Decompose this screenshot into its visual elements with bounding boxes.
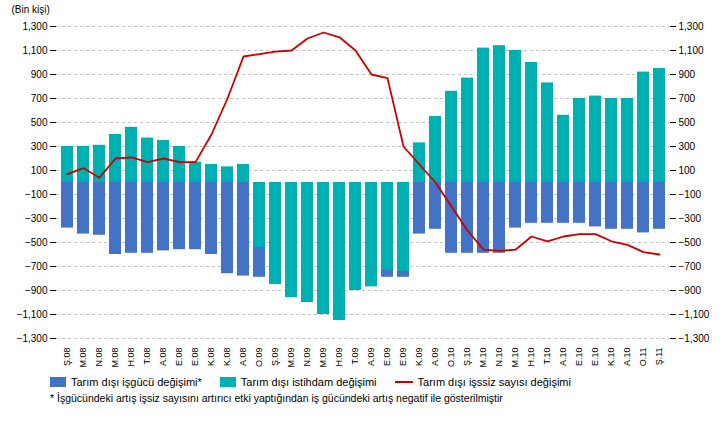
svg-text:A.08: A.08: [238, 348, 248, 367]
svg-text:E.10: E.10: [590, 348, 600, 367]
svg-text:A.09: A.09: [366, 348, 376, 367]
svg-text:(Bin kişi): (Bin kişi): [12, 4, 50, 15]
svg-text:500: 500: [31, 117, 48, 128]
svg-text:−1,300: −1,300: [679, 333, 710, 344]
html-text:Tarım dışı istihdam değişimi: Tarım dışı istihdam değişimi: [240, 376, 377, 388]
svg-text:1,300: 1,300: [679, 21, 704, 32]
svg-text:−900: −900: [679, 285, 702, 296]
html-text:* İşgücündeki artış işsiz sayı: * İşgücündeki artış işsiz sayısını artır…: [50, 392, 503, 404]
svg-text:A.10: A.10: [558, 348, 568, 367]
svg-text:K.08: K.08: [206, 348, 216, 367]
svg-text:300: 300: [31, 141, 48, 152]
html-text:Tarım dışı işgücü değişimi*: Tarım dışı işgücü değişimi*: [71, 376, 202, 388]
svg-text:O.10: O.10: [446, 348, 456, 368]
svg-text:−700: −700: [25, 261, 48, 272]
svg-text:E.10: E.10: [574, 348, 584, 367]
svg-text:Ş.09: Ş.09: [270, 348, 280, 367]
svg-text:M.09: M.09: [318, 348, 328, 368]
svg-text:M.08: M.08: [110, 348, 120, 368]
svg-text:−1,100: −1,100: [679, 309, 710, 320]
svg-text:M.10: M.10: [510, 348, 520, 368]
svg-text:E.09: E.09: [398, 348, 408, 367]
svg-text:100: 100: [31, 165, 48, 176]
svg-text:−500: −500: [679, 237, 702, 248]
svg-text:−300: −300: [25, 213, 48, 224]
svg-text:−100: −100: [25, 189, 48, 200]
svg-text:N.10: N.10: [494, 348, 504, 367]
svg-text:K.08: K.08: [222, 348, 232, 367]
svg-text:A.08: A.08: [158, 348, 168, 367]
svg-text:M.09: M.09: [286, 348, 296, 368]
svg-text:900: 900: [679, 69, 696, 80]
svg-text:500: 500: [679, 117, 696, 128]
svg-text:E.08: E.08: [190, 348, 200, 367]
svg-text:−1,100: −1,100: [17, 309, 48, 320]
svg-text:M.10: M.10: [478, 348, 488, 368]
svg-text:N.08: N.08: [94, 348, 104, 367]
svg-text:1,100: 1,100: [22, 45, 47, 56]
svg-text:700: 700: [31, 93, 48, 104]
svg-text:−900: −900: [25, 285, 48, 296]
svg-text:K.09: K.09: [414, 348, 424, 367]
svg-text:−100: −100: [679, 189, 702, 200]
svg-text:E.09: E.09: [382, 348, 392, 367]
svg-text:1,100: 1,100: [679, 45, 704, 56]
svg-text:N.09: N.09: [302, 348, 312, 367]
svg-text:−500: −500: [25, 237, 48, 248]
html-text:Tarım dışı işssiz sayısı değiş: Tarım dışı işssiz sayısı değişimi: [417, 376, 571, 388]
svg-text:H.10: H.10: [526, 348, 536, 367]
svg-text:Ş.08: Ş.08: [62, 348, 72, 367]
svg-text:−700: −700: [679, 261, 702, 272]
svg-text:E.08: E.08: [174, 348, 184, 367]
svg-text:H.08: H.08: [126, 348, 136, 367]
svg-text:Ş.10: Ş.10: [462, 348, 472, 367]
svg-text:−300: −300: [679, 213, 702, 224]
svg-text:700: 700: [679, 93, 696, 104]
svg-text:Ş.11: Ş.11: [654, 348, 664, 366]
svg-text:O.11: O.11: [638, 348, 648, 367]
svg-text:900: 900: [31, 69, 48, 80]
svg-text:T.10: T.10: [542, 348, 552, 365]
svg-text:T.09: T.09: [350, 348, 360, 365]
svg-text:−1,300: −1,300: [17, 333, 48, 344]
svg-text:A.09: A.09: [430, 348, 440, 367]
svg-text:O.09: O.09: [254, 348, 264, 368]
svg-text:H.09: H.09: [334, 348, 344, 367]
svg-text:T.08: T.08: [142, 348, 152, 365]
svg-text:K.10: K.10: [606, 348, 616, 367]
svg-text:A.10: A.10: [622, 348, 632, 367]
svg-text:1,300: 1,300: [22, 21, 47, 32]
svg-text:100: 100: [679, 165, 696, 176]
svg-text:300: 300: [679, 141, 696, 152]
svg-text:M.08: M.08: [78, 348, 88, 368]
